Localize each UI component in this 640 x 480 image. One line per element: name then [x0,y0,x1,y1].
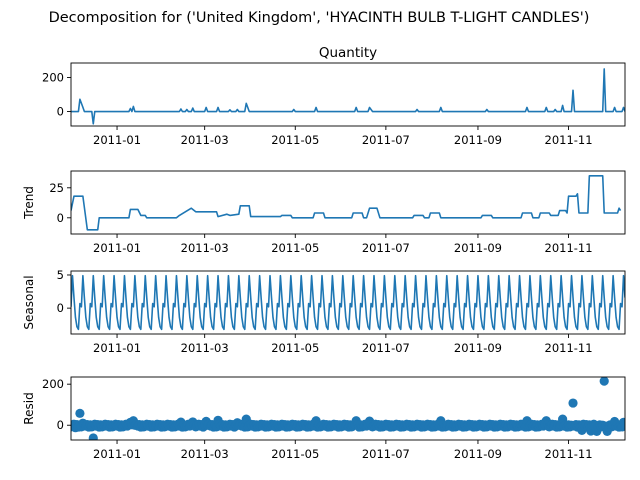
resid-xtick-label: 2011-01 [93,447,141,461]
seasonal-xtick-label: 2011-03 [181,341,229,355]
seasonal-ylabel: Seasonal [22,275,36,329]
quantity-axes-frame [70,62,626,127]
resid-ylabel: Resid [22,392,36,424]
resid-point [88,433,98,440]
seasonal-plot-area [71,274,625,331]
resid-ytick-label: 200 [42,377,64,391]
trend-xtick-label: 2011-03 [181,241,229,255]
resid-ytick-label: 0 [57,418,64,432]
trend-ytick-label: 25 [49,181,64,195]
trend-ytick-label: 0 [57,211,64,225]
figure-suptitle: Decomposition for ('United Kingdom', 'HY… [49,10,590,26]
resid-point [620,419,625,429]
quantity-ytick-label: 0 [57,105,64,119]
seasonal-xtick-label: 2011-11 [545,341,593,355]
subplots-layer: 0 200 2011-01 2011-03 2011-05 2011-07 2011-09 2… [22,45,626,461]
trend-xtick-label: 2011-01 [93,241,141,255]
quantity-plot-area [71,68,625,125]
seasonal-axes-frame [70,270,626,335]
trend-xtick-label: 2011-05 [271,241,319,255]
seasonal-ytick-label: 0 [57,301,64,315]
resid-point [75,408,85,418]
trend-xtick-label: 2011-09 [454,241,502,255]
trend-ylabel: Trend [22,186,36,220]
quantity-title: Quantity [319,45,377,61]
seasonal-xtick-label: 2011-09 [454,341,502,355]
quantity-ytick-label: 200 [42,70,64,84]
quantity-xtick-label: 2011-07 [362,133,410,147]
quantity-xtick-label: 2011-01 [93,133,141,147]
trend-axes-frame [70,170,626,235]
quantity-xtick-label: 2011-05 [271,133,319,147]
trend-subplot: 0 25 2011-01 2011-03 2011-05 2011-07 2011-09 20… [22,170,626,255]
resid-points [71,377,625,440]
resid-xtick-label: 2011-03 [181,447,229,461]
quantity-subplot: 0 200 2011-01 2011-03 2011-05 2011-07 2011-09 2… [42,45,626,147]
resid-plot-area [71,377,625,440]
resid-subplot: 0 200 2011-01 2011-03 2011-05 2011-07 2011-09 2… [22,376,626,461]
trend-plot-area [71,175,622,231]
seasonal-line [71,274,625,331]
resid-axes-frame [70,376,626,441]
seasonal-xtick-label: 2011-01 [93,341,141,355]
seasonal-xtick-label: 2011-05 [271,341,319,355]
quantity-xtick-label: 2011-11 [545,133,593,147]
trend-line [71,175,622,231]
seasonal-subplot: 0 5 2011-01 2011-03 2011-05 2011-07 2011-09 201… [22,268,626,355]
resid-xtick-label: 2011-07 [362,447,410,461]
resid-xtick-label: 2011-05 [271,447,319,461]
seasonal-ytick-label: 5 [57,268,64,282]
resid-point [599,377,609,386]
trend-xtick-label: 2011-07 [362,241,410,255]
resid-point [568,398,578,408]
quantity-line [71,68,625,125]
quantity-xtick-label: 2011-09 [454,133,502,147]
resid-xtick-label: 2011-11 [545,447,593,461]
trend-xtick-label: 2011-11 [545,241,593,255]
seasonal-xtick-label: 2011-07 [362,341,410,355]
quantity-xtick-label: 2011-03 [181,133,229,147]
resid-xtick-label: 2011-09 [454,447,502,461]
